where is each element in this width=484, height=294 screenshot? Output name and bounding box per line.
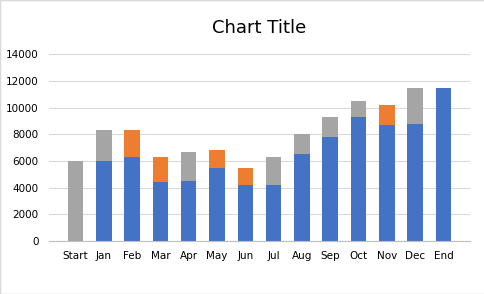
Bar	[350, 101, 365, 117]
Bar	[237, 185, 253, 241]
Legend: Base, Fall, Rise: Base, Fall, Rise	[181, 290, 337, 294]
Bar	[209, 151, 224, 168]
Bar	[435, 88, 450, 241]
Bar	[294, 154, 309, 241]
Bar	[378, 105, 394, 125]
Bar	[265, 185, 281, 241]
Bar	[378, 125, 394, 241]
Bar	[96, 131, 111, 161]
Title: Chart Title: Chart Title	[212, 19, 306, 37]
Bar	[237, 168, 253, 185]
Bar	[181, 152, 196, 181]
Bar	[124, 157, 139, 241]
Bar	[68, 161, 83, 241]
Bar	[294, 134, 309, 154]
Bar	[152, 183, 168, 241]
Bar	[322, 117, 337, 137]
Bar	[152, 157, 168, 183]
Bar	[96, 161, 111, 241]
Bar	[181, 181, 196, 241]
Bar	[350, 117, 365, 241]
Bar	[407, 124, 422, 241]
Bar	[407, 88, 422, 124]
Bar	[124, 131, 139, 157]
Bar	[265, 157, 281, 185]
Bar	[322, 137, 337, 241]
Bar	[209, 168, 224, 241]
